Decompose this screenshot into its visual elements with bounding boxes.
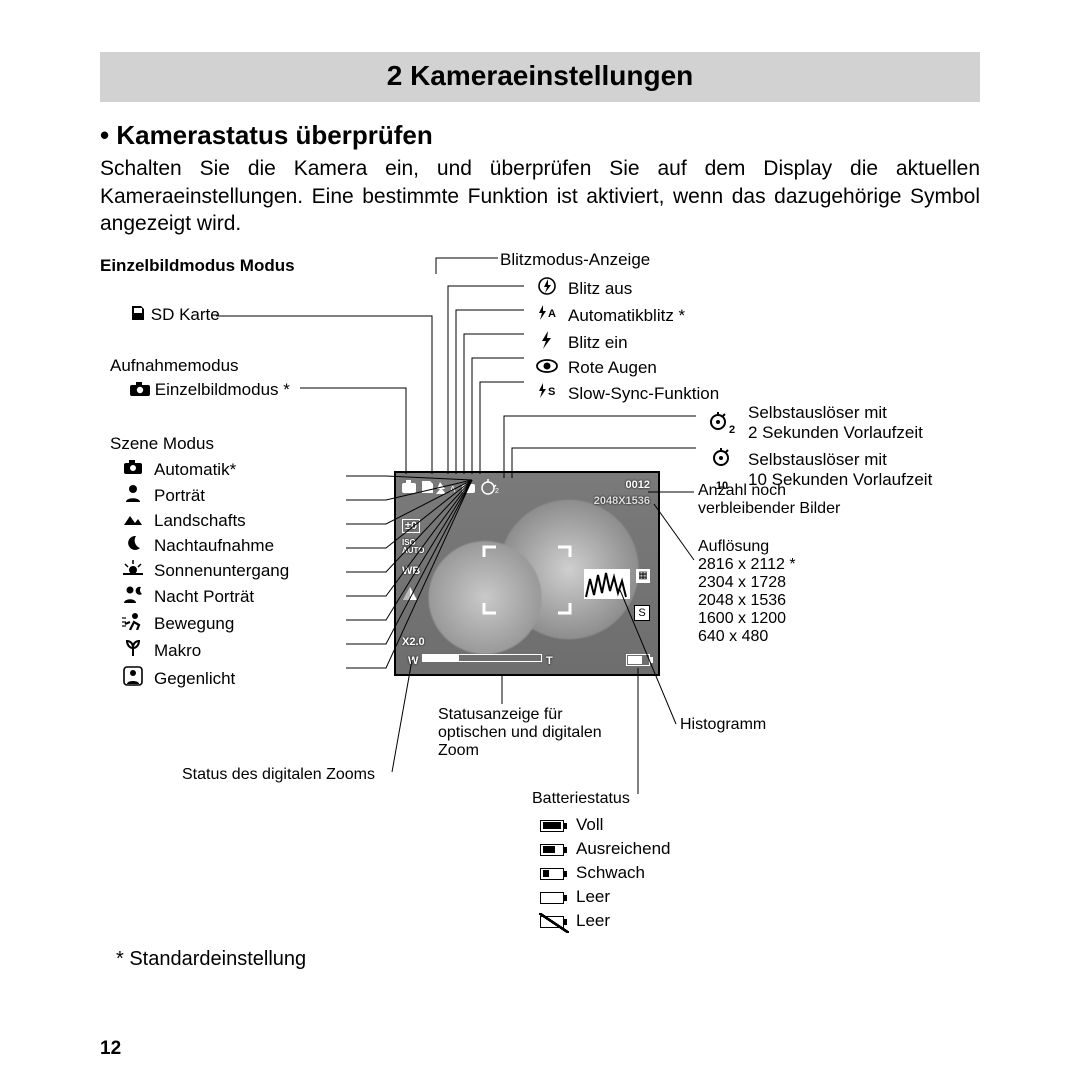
macro-icon	[118, 638, 148, 663]
screen-t: T	[546, 655, 553, 667]
screen-zoom: X2.0	[402, 636, 425, 648]
szene-label: Automatik*	[150, 458, 293, 481]
diagram-area: Einzelbildmodus Modus SD Karte Aufnahmem…	[100, 256, 980, 996]
motion-icon	[118, 611, 148, 636]
szene-label: Nachtaufnahme	[150, 534, 293, 557]
flash-label: Rote Augen	[564, 357, 723, 379]
sunset-icon	[118, 559, 148, 582]
battery-label: Voll	[572, 814, 675, 836]
histogram-label: Histogramm	[680, 716, 766, 734]
svg-text:2: 2	[495, 488, 499, 495]
battery-label: Schwach	[572, 862, 675, 884]
szene-label: Bewegung	[150, 611, 293, 636]
selftimer-list: 2Selbstauslöser mit2 Sekunden Vorlaufzei…	[700, 400, 938, 495]
section-paragraph: Schalten Sie die Kamera ein, und überprü…	[100, 155, 980, 238]
szene-list: AUTOAutomatik*PorträtLandschaftsNachtauf…	[116, 456, 295, 694]
flash-slow-icon: S	[532, 381, 562, 406]
battery-header: Batteriestatus	[532, 790, 630, 808]
screen-s: S	[634, 605, 650, 621]
battery-icon	[534, 910, 570, 932]
szene-label: Nacht Porträt	[150, 584, 293, 609]
szene-label: Porträt	[150, 483, 293, 508]
sd-text: SD Karte	[151, 305, 220, 324]
svg-text:S: S	[548, 386, 555, 398]
optical-zoom-label: Statusanzeige für optischen und digitale…	[438, 706, 602, 760]
szene-label: Gegenlicht	[150, 665, 293, 692]
battery-label: Leer	[572, 886, 675, 908]
backlight-icon	[118, 665, 148, 692]
section-subheading: • Kamerastatus überprüfen	[100, 120, 980, 151]
flash-label: Automatikblitz *	[564, 303, 723, 328]
landscape-icon	[118, 510, 148, 532]
szene-label: Makro	[150, 638, 293, 663]
battery-icon	[534, 886, 570, 908]
battery-label: Leer	[572, 910, 675, 932]
flash-header: Blitzmodus-Anzeige	[500, 250, 650, 270]
aufnahme-item: Einzelbildmodus *	[130, 380, 290, 401]
aufnahme-heading: Aufnahmemodus	[110, 356, 239, 376]
battery-list: VollAusreichendSchwachLeerLeer	[532, 812, 677, 934]
svg-text:A: A	[450, 485, 456, 494]
szene-label: Sonnenuntergang	[150, 559, 293, 582]
svg-text:A: A	[548, 308, 556, 320]
szene-label: Landschafts	[150, 510, 293, 532]
battery-icon	[534, 814, 570, 836]
camera-auto-icon: AUTO	[118, 458, 148, 481]
mode-heading: Einzelbildmodus Modus	[100, 256, 295, 276]
szene-heading: Szene Modus	[110, 434, 214, 454]
moon-icon	[118, 534, 148, 557]
screen-iso: ISOAUTO	[402, 539, 425, 555]
default-note: * Standardeinstellung	[116, 948, 306, 971]
camera-icon	[130, 381, 150, 401]
digital-zoom-status-label: Status des digitalen Zooms	[182, 766, 375, 784]
selftimer-2-icon: 2	[702, 402, 742, 444]
sd-card-icon	[130, 304, 146, 327]
screen-wb: WB	[402, 565, 420, 577]
screen-quality-icon: ▦	[636, 569, 650, 583]
flash-list: Blitz aus A Automatikblitz *Blitz einRote …	[530, 274, 725, 408]
red-eye-icon	[532, 357, 562, 379]
selftimer-label: Selbstauslöser mit2 Sekunden Vorlaufzeit	[744, 402, 936, 444]
resolution-label: Auflösung 2816 x 2112 *2304 x 17282048 x…	[698, 538, 796, 646]
remaining-images-label: Anzahl nochverbleibender Bilder	[698, 482, 840, 518]
screen-w: W	[408, 655, 418, 667]
flash-off-icon	[532, 276, 562, 301]
chapter-title: 2 Kameraeinstellungen	[100, 52, 980, 102]
page-number: 12	[100, 1038, 121, 1060]
night-portrait-icon	[118, 584, 148, 609]
battery-label: Ausreichend	[572, 838, 675, 860]
sd-card-label: SD Karte	[130, 304, 220, 327]
flash-label: Blitz aus	[564, 276, 723, 301]
aufnahme-item-text: Einzelbildmodus *	[155, 380, 290, 399]
flash-label: Blitz ein	[564, 330, 723, 355]
camera-display-screen: 0012 2048X1536 ±0 ISOAUTO WB X2.0 A 2	[394, 471, 660, 676]
portrait-icon	[118, 483, 148, 508]
flash-auto-icon: A	[532, 303, 562, 328]
screen-ev: ±0	[402, 519, 420, 533]
battery-icon	[534, 862, 570, 884]
battery-icon	[534, 838, 570, 860]
flash-on-icon	[532, 330, 562, 355]
